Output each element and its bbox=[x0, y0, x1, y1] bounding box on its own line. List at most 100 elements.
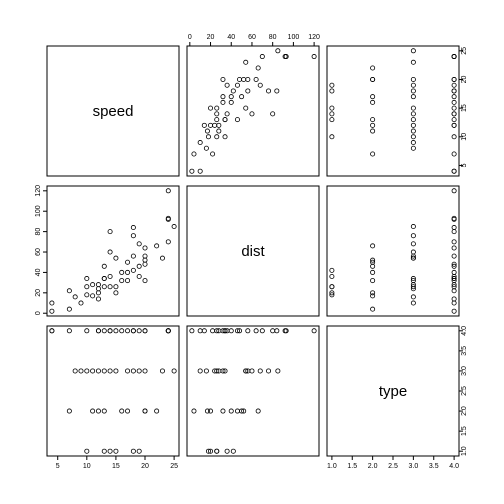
point-type-vs-dist-45 bbox=[451, 239, 457, 245]
point-type-vs-speed-9 bbox=[370, 128, 376, 134]
point-type-vs-speed-27 bbox=[370, 99, 376, 105]
point-type-vs-speed-34 bbox=[451, 88, 457, 94]
tick-label-bottom-speed: 20 bbox=[141, 463, 149, 470]
point-speed-vs-type-30 bbox=[125, 408, 131, 414]
point-type-vs-dist-41 bbox=[410, 253, 416, 259]
point-dist-vs-type-13 bbox=[212, 368, 218, 374]
point-speed-vs-dist-37 bbox=[136, 241, 142, 247]
point-type-vs-speed-29 bbox=[451, 94, 457, 100]
point-dist-vs-speed-28 bbox=[220, 94, 226, 100]
point-dist-vs-speed-41 bbox=[245, 76, 251, 82]
point-type-vs-dist-12 bbox=[370, 290, 376, 296]
point-speed-vs-type-1 bbox=[49, 328, 55, 334]
point-dist-vs-type-26 bbox=[220, 328, 226, 334]
point-dist-vs-type-38 bbox=[220, 408, 226, 414]
point-type-vs-dist-5 bbox=[410, 300, 416, 306]
point-type-vs-speed-41 bbox=[410, 76, 416, 82]
point-type-vs-speed-31 bbox=[329, 88, 335, 94]
point-speed-vs-dist-11 bbox=[95, 296, 101, 302]
point-speed-vs-type-24 bbox=[113, 328, 119, 334]
point-dist-vs-speed-22 bbox=[270, 111, 276, 117]
point-dist-vs-speed-34 bbox=[274, 88, 280, 94]
point-speed-vs-dist-15 bbox=[101, 284, 107, 290]
point-dist-vs-type-49 bbox=[275, 368, 281, 374]
point-dist-vs-type-0 bbox=[189, 328, 195, 334]
point-type-vs-dist-26 bbox=[451, 278, 457, 284]
point-dist-vs-type-23 bbox=[208, 448, 214, 454]
points bbox=[49, 48, 457, 454]
tick-label-right-speed: 20 bbox=[461, 75, 468, 83]
tick-label-bottom-type: 1.0 bbox=[327, 463, 337, 470]
point-speed-vs-dist-17 bbox=[101, 276, 107, 282]
point-dist-vs-speed-49 bbox=[275, 48, 281, 54]
point-speed-vs-type-43 bbox=[154, 408, 160, 414]
point-dist-vs-type-39 bbox=[237, 328, 243, 334]
point-speed-vs-type-8 bbox=[84, 328, 90, 334]
point-speed-vs-type-27 bbox=[119, 408, 125, 414]
tick-label-left-dist: 80 bbox=[35, 228, 42, 236]
point-dist-vs-type-22 bbox=[270, 328, 276, 334]
point-speed-vs-dist-38 bbox=[142, 278, 148, 284]
point-dist-vs-type-34 bbox=[274, 328, 280, 334]
point-type-vs-dist-18 bbox=[370, 263, 376, 269]
point-dist-vs-speed-45 bbox=[259, 54, 265, 60]
point-type-vs-speed-17 bbox=[451, 117, 457, 123]
point-type-vs-speed-28 bbox=[410, 94, 416, 100]
point-speed-vs-dist-1 bbox=[49, 300, 55, 306]
point-dist-vs-type-35 bbox=[224, 448, 230, 454]
point-speed-vs-dist-40 bbox=[142, 257, 148, 263]
point-dist-vs-type-36 bbox=[234, 328, 240, 334]
point-speed-vs-type-33 bbox=[130, 368, 136, 374]
tick-label-right-type: 1.0 bbox=[461, 446, 468, 456]
point-type-vs-speed-1 bbox=[451, 168, 457, 174]
tick-label-right-type: 2.0 bbox=[461, 406, 468, 416]
point-type-vs-dist-1 bbox=[451, 300, 457, 306]
point-speed-vs-dist-41 bbox=[142, 253, 148, 259]
point-dist-vs-type-43 bbox=[255, 408, 261, 414]
panel-type-speed bbox=[46, 325, 180, 457]
point-dist-vs-speed-9 bbox=[204, 128, 210, 134]
point-dist-vs-speed-11 bbox=[201, 122, 207, 128]
point-dist-vs-speed-39 bbox=[237, 76, 243, 82]
point-dist-vs-speed-19 bbox=[214, 111, 220, 117]
point-dist-vs-speed-44 bbox=[243, 59, 249, 65]
point-dist-vs-speed-1 bbox=[197, 168, 203, 174]
point-type-vs-speed-36 bbox=[451, 82, 457, 88]
point-speed-vs-dist-33 bbox=[130, 233, 136, 239]
tick-label-bottom-type: 1.5 bbox=[347, 463, 357, 470]
point-speed-vs-dist-24 bbox=[113, 284, 119, 290]
tick-label-top-dist: 40 bbox=[227, 34, 235, 41]
point-speed-vs-type-13 bbox=[95, 368, 101, 374]
point-type-vs-dist-23 bbox=[329, 290, 335, 296]
point-dist-vs-speed-21 bbox=[249, 111, 255, 117]
point-type-vs-speed-24 bbox=[451, 105, 457, 111]
panel-dist-speed bbox=[46, 185, 180, 317]
point-speed-vs-dist-4 bbox=[72, 294, 78, 300]
point-type-vs-dist-29 bbox=[451, 269, 457, 275]
tick-label-right-type: 1.5 bbox=[461, 426, 468, 436]
point-type-vs-dist-13 bbox=[410, 286, 416, 292]
tick-label-top-dist: 0 bbox=[188, 34, 192, 41]
point-type-vs-dist-6 bbox=[329, 292, 335, 298]
tick-label-left-dist: 20 bbox=[35, 289, 42, 297]
point-type-vs-dist-11 bbox=[451, 296, 457, 302]
point-type-vs-dist-27 bbox=[370, 269, 376, 275]
point-dist-vs-type-42 bbox=[253, 328, 259, 334]
point-speed-vs-dist-48 bbox=[165, 188, 171, 194]
point-dist-vs-type-21 bbox=[249, 368, 255, 374]
point-speed-vs-dist-6 bbox=[84, 292, 90, 298]
point-type-vs-speed-3 bbox=[451, 151, 457, 157]
point-speed-vs-type-37 bbox=[136, 368, 142, 374]
point-type-vs-speed-22 bbox=[451, 111, 457, 117]
tick-label-right-speed: 10 bbox=[461, 133, 468, 141]
point-type-vs-speed-21 bbox=[410, 111, 416, 117]
point-dist-vs-speed-0 bbox=[189, 168, 195, 174]
point-type-vs-speed-19 bbox=[329, 111, 335, 117]
point-speed-vs-dist-26 bbox=[119, 278, 125, 284]
variable-labels: speed dist type bbox=[93, 103, 408, 400]
point-speed-vs-type-42 bbox=[142, 328, 148, 334]
point-dist-vs-speed-6 bbox=[205, 134, 211, 140]
point-type-vs-speed-44 bbox=[410, 59, 416, 65]
point-dist-vs-type-37 bbox=[257, 368, 263, 374]
